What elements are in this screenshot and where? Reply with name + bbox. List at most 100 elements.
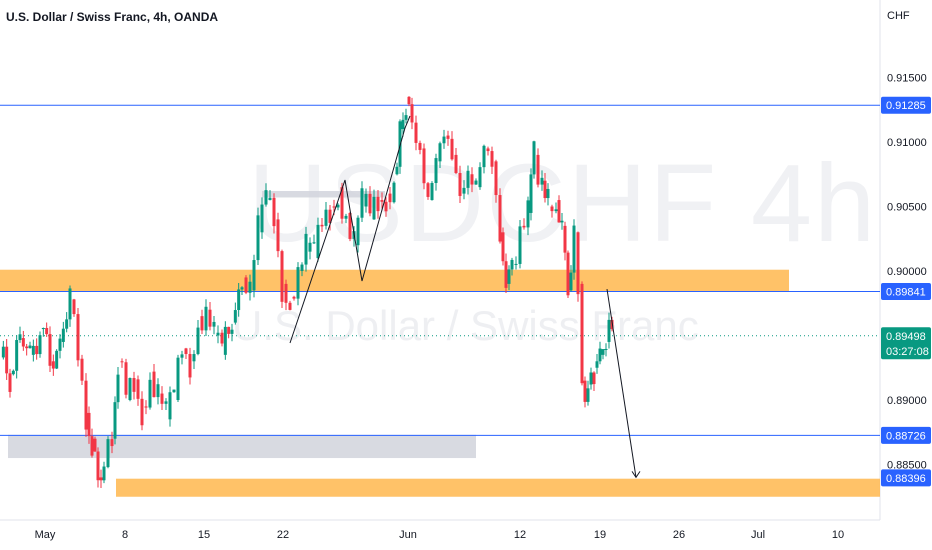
candle-body <box>45 327 49 335</box>
candle-body <box>132 378 136 392</box>
candle-body <box>376 196 380 212</box>
candle-body <box>28 345 32 349</box>
candle-body <box>566 252 570 296</box>
candle-body <box>113 402 117 439</box>
candle-body <box>522 225 526 228</box>
candle-body <box>93 438 97 452</box>
candle-body <box>324 209 328 226</box>
candle-body <box>55 350 59 369</box>
x-tick-label: 8 <box>122 529 128 541</box>
candle-body <box>364 193 368 207</box>
candle-body <box>450 138 454 160</box>
candle-body <box>514 263 518 265</box>
candle-body <box>586 388 590 402</box>
candle-body <box>550 206 554 212</box>
candle-body <box>18 334 22 341</box>
candle-body <box>340 187 344 219</box>
candle-body <box>470 174 474 185</box>
candle-body <box>264 190 268 205</box>
candle-body <box>529 174 533 213</box>
candle-body <box>583 380 587 402</box>
candle-body <box>466 170 470 188</box>
candle-body <box>168 392 172 420</box>
candle-body <box>136 379 140 399</box>
price-label-tag[interactable] <box>881 426 931 444</box>
candle-body <box>360 188 364 218</box>
candle-body <box>31 345 35 355</box>
countdown-label: 03:27:08 <box>886 346 929 358</box>
candle-body <box>188 354 192 378</box>
candle-body <box>65 319 69 329</box>
candle-body <box>176 357 180 400</box>
candle-body <box>458 172 462 196</box>
watermark-name: U.S. Dollar / Swiss Franc <box>232 302 699 349</box>
candle-body <box>68 288 72 320</box>
candle-body <box>223 326 227 355</box>
candle-body <box>438 143 442 162</box>
y-tick-label: 0.90000 <box>887 266 927 278</box>
candle-body <box>494 161 498 196</box>
candle-body <box>486 148 490 152</box>
candle-body <box>462 187 466 194</box>
candle-body <box>426 183 430 197</box>
candle-body <box>308 242 312 252</box>
candle-body <box>446 135 450 139</box>
candle-body <box>48 334 52 366</box>
x-tick-label: 26 <box>673 529 685 541</box>
x-tick-label: May <box>35 529 56 541</box>
candle-body <box>164 401 168 404</box>
candle-body <box>216 332 220 336</box>
x-tick-label: Jun <box>399 529 417 541</box>
candle-body <box>348 212 352 239</box>
candle-body <box>87 412 91 437</box>
candle-body <box>5 346 9 374</box>
price-label-text: 0.89841 <box>886 287 926 299</box>
candle-body <box>106 439 110 468</box>
candle-body <box>501 232 505 262</box>
candle-body <box>260 204 264 233</box>
candle-body <box>418 142 422 150</box>
price-label-tag[interactable] <box>881 469 931 487</box>
candle-body <box>554 209 558 212</box>
candle-body <box>180 354 184 358</box>
price-label-text: 0.91285 <box>886 100 926 112</box>
candle-body <box>430 183 434 201</box>
candle-body <box>592 372 596 385</box>
candle-body <box>604 348 608 350</box>
candle-body <box>392 182 396 203</box>
candle-body <box>184 348 188 355</box>
candle-body <box>304 233 308 265</box>
candle-body <box>237 289 241 311</box>
candle-body <box>401 119 405 130</box>
projection-arrow-line[interactable] <box>606 288 637 478</box>
candle-body <box>212 321 216 327</box>
candle-body <box>284 283 288 303</box>
candle-body <box>233 310 237 323</box>
candle-body <box>595 361 599 368</box>
candle-body <box>569 272 573 291</box>
y-tick-label: 0.91000 <box>887 137 927 149</box>
candle-body <box>120 361 124 363</box>
candle-body <box>300 264 304 271</box>
candle-body <box>601 349 605 355</box>
price-label-text: 0.88726 <box>886 430 926 442</box>
price-label-tag[interactable] <box>881 283 931 301</box>
candle-body <box>240 287 244 290</box>
candle-body <box>372 196 376 220</box>
candle-body <box>38 335 42 355</box>
candle-body <box>336 204 340 208</box>
price-label-tag[interactable] <box>881 96 931 114</box>
y-tick-label: 0.89000 <box>887 395 927 407</box>
candle-body <box>507 269 511 284</box>
candle-body <box>196 327 200 355</box>
pattern-line[interactable] <box>289 115 411 344</box>
candle-body <box>368 193 372 214</box>
candle-body <box>84 380 88 430</box>
candle-body <box>410 104 414 123</box>
candle-body <box>116 374 120 403</box>
candle-body <box>204 306 208 331</box>
price-label-tag[interactable] <box>881 327 931 360</box>
candle-body <box>268 197 272 201</box>
